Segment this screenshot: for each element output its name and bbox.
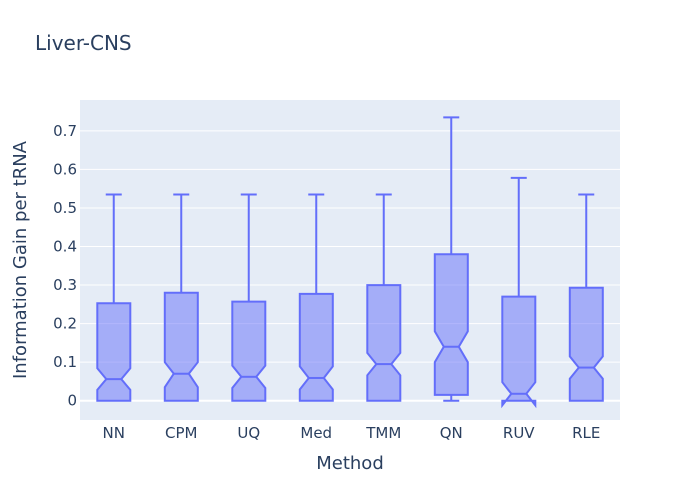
box-med	[298, 193, 334, 402]
y-ticks: 0 0.1 0.2 0.3 0.4 0.5 0.6 0.7	[53, 122, 77, 410]
x-tick-label: TMM	[365, 424, 401, 442]
x-tick-label: RLE	[572, 424, 600, 442]
box-uq	[231, 193, 267, 402]
box-nn	[96, 193, 132, 402]
box-body	[298, 292, 334, 402]
box-qn	[433, 116, 469, 402]
box-tmm	[366, 193, 402, 402]
x-axis-title: Method	[316, 453, 384, 474]
box-cpm	[163, 193, 199, 402]
y-tick-label: 0	[67, 392, 77, 410]
y-axis-title: Information Gain per tRNA	[10, 140, 31, 379]
box-body	[501, 295, 537, 409]
y-tick-label: 0.2	[53, 315, 77, 333]
box-body	[163, 291, 199, 402]
box-ruv	[501, 176, 537, 409]
x-ticks: NN CPM UQ Med TMM QN RUV RLE	[103, 424, 601, 442]
y-tick-label: 0.4	[53, 238, 77, 256]
x-tick-label: QN	[440, 424, 463, 442]
x-tick-label: UQ	[237, 424, 260, 442]
y-tick-label: 0.6	[53, 160, 77, 178]
y-tick-label: 0.7	[53, 122, 77, 140]
box-body	[231, 300, 267, 402]
box-body	[366, 284, 402, 402]
x-tick-label: CPM	[165, 424, 197, 442]
y-tick-label: 0.5	[53, 199, 77, 217]
chart-title: Liver-CNS	[35, 31, 132, 55]
y-tick-label: 0.3	[53, 276, 77, 294]
x-tick-label: Med	[300, 424, 332, 442]
boxes-layer	[96, 116, 604, 409]
plot-area	[80, 100, 620, 420]
x-tick-label: RUV	[503, 424, 535, 442]
box-body	[96, 302, 132, 402]
y-tick-label: 0.1	[53, 353, 77, 371]
box-body	[568, 286, 604, 402]
box-body	[433, 253, 469, 396]
box-rle	[568, 193, 604, 402]
x-tick-label: NN	[103, 424, 125, 442]
